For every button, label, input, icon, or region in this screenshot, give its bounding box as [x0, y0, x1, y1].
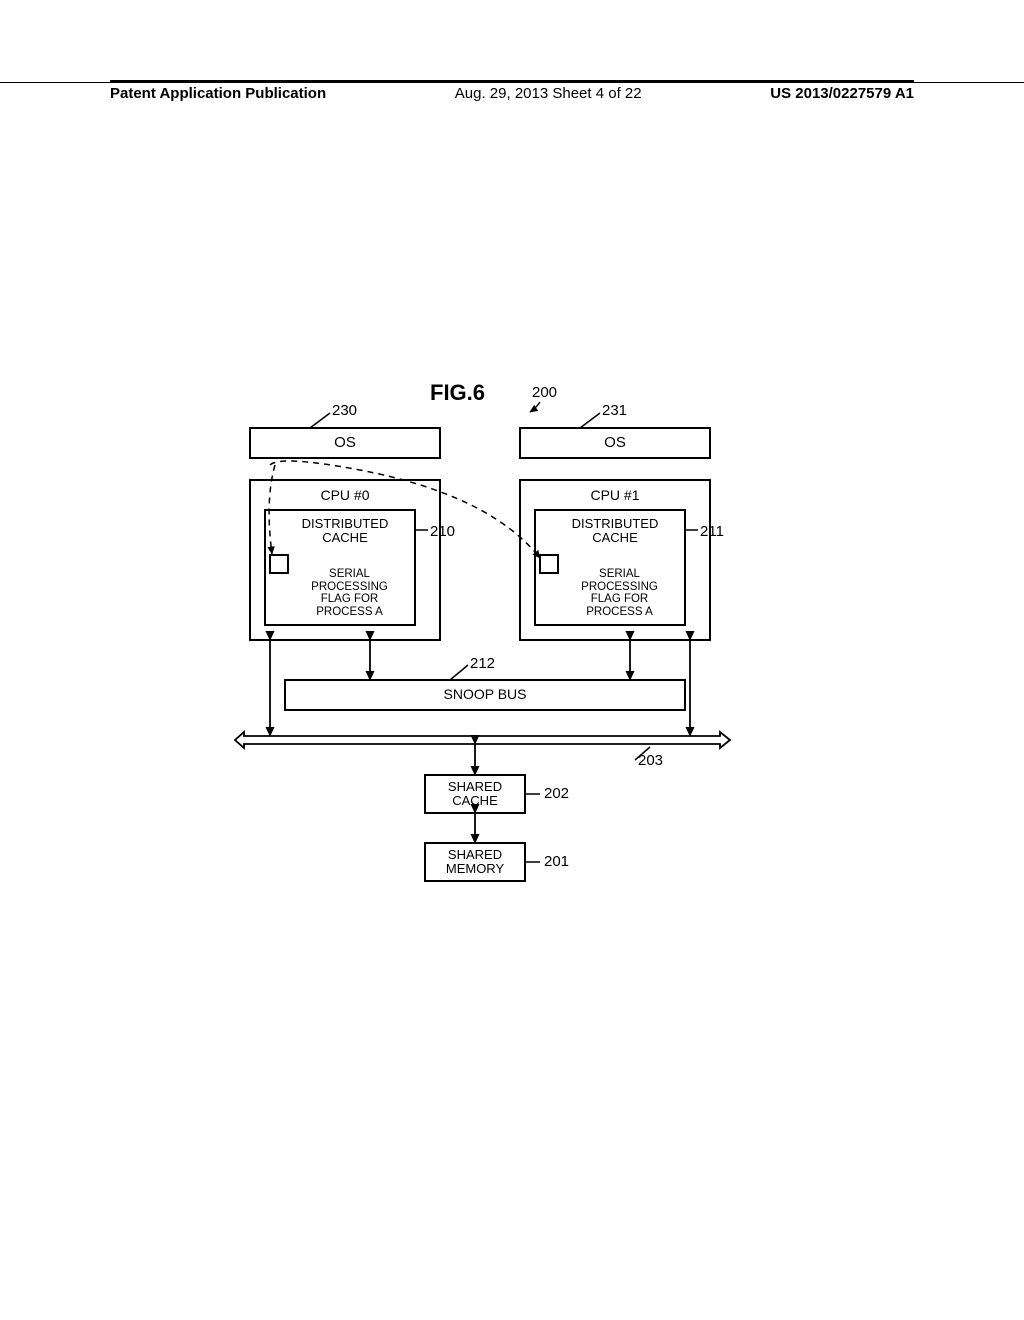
ref-230: 230: [332, 402, 357, 419]
shared-cache-label: SHARED CACHE: [425, 780, 525, 809]
header-right: US 2013/0227579 A1: [770, 83, 914, 102]
ref-211: 211: [700, 523, 724, 540]
cache-left: DISTRIBUTED CACHE: [280, 517, 410, 546]
flag-right: SERIAL PROCESSING FLAG FOR PROCESS A: [562, 568, 677, 619]
ref-202: 202: [544, 785, 569, 802]
ref-203: 203: [638, 752, 663, 769]
ref-212: 212: [470, 655, 495, 672]
cpu0-label: CPU #0: [250, 487, 440, 503]
ref-210: 210: [430, 523, 455, 540]
os-left: OS: [250, 435, 440, 452]
header-center: Aug. 29, 2013 Sheet 4 of 22: [455, 83, 642, 102]
cpu1-label: CPU #1: [520, 487, 710, 503]
snoop-label: SNOOP BUS: [285, 687, 685, 702]
os-right: OS: [520, 435, 710, 452]
page-header: Patent Application Publication Aug. 29, …: [0, 82, 1024, 110]
flag-left: SERIAL PROCESSING FLAG FOR PROCESS A: [292, 568, 407, 619]
ref-231: 231: [602, 402, 627, 419]
figure-6: FIG.6 200: [230, 380, 790, 950]
header-left: Patent Application Publication: [110, 83, 326, 102]
shared-memory-label: SHARED MEMORY: [425, 848, 525, 877]
ref-201: 201: [544, 853, 569, 870]
cache-right: DISTRIBUTED CACHE: [550, 517, 680, 546]
